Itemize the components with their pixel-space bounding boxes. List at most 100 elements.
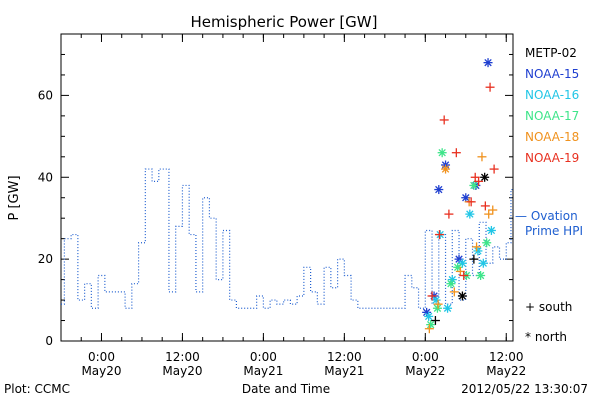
north-marker: [424, 311, 434, 321]
y-tick-label: 60: [38, 88, 53, 102]
marker-stroke: [466, 210, 474, 218]
north-marker: [457, 291, 467, 301]
marker-stroke: [447, 279, 455, 288]
marker-stroke: [448, 275, 456, 284]
north-marker: [437, 148, 447, 158]
marker-stroke: [426, 320, 435, 329]
north-marker: [465, 209, 475, 219]
north-marker: [441, 164, 451, 174]
south-marker: [451, 148, 461, 158]
x-axis-label: Date and Time: [242, 382, 330, 396]
marker-stroke: [441, 165, 450, 173]
marker-stroke: [462, 194, 470, 202]
marker-stroke: [482, 239, 491, 247]
north-marker: [482, 238, 492, 248]
north-marker: [432, 303, 442, 313]
marker-stroke: [432, 296, 440, 304]
ovation-label-line: — Ovation: [515, 209, 578, 223]
marker-stroke: [480, 173, 489, 181]
chart-title: Hemispheric Power [GW]: [191, 13, 378, 31]
south-marker: [466, 197, 476, 207]
north-marker: [431, 295, 441, 305]
marker-stroke: [487, 226, 496, 235]
x-tick-date-label: May22: [405, 364, 445, 378]
marker-stroke: [484, 58, 492, 67]
marker-stroke: [424, 312, 433, 321]
south-marker: [439, 115, 449, 125]
x-tick-time-label: 12:00: [327, 350, 362, 364]
north-marker: [447, 275, 457, 285]
marker-key-south: + south: [525, 300, 572, 314]
legend-entry: NOAA-17: [525, 109, 579, 123]
north-marker: [469, 180, 479, 190]
marker-key: + south * north: [525, 300, 572, 344]
south-marker: [470, 172, 480, 182]
south-marker: [480, 201, 490, 211]
plot-area: 02040600:00May2012:00May200:00May2112:00…: [38, 33, 526, 378]
x-tick-time-label: 0:00: [88, 350, 115, 364]
x-tick-time-label: 12:00: [489, 350, 524, 364]
marker-stroke: [433, 304, 442, 312]
north-marker: [478, 258, 488, 268]
north-marker: [426, 320, 436, 330]
x-tick-date-label: May21: [324, 364, 364, 378]
south-marker: [489, 164, 499, 174]
north-marker: [457, 258, 467, 268]
marker-stroke: [470, 181, 478, 190]
x-tick-date-label: May20: [162, 364, 202, 378]
marker-stroke: [476, 271, 485, 280]
ovation-prime-hpi-line: [61, 168, 513, 309]
south-marker: [430, 316, 440, 326]
legend-entry: NOAA-15: [525, 67, 579, 81]
south-marker: [469, 254, 479, 264]
x-tick-time-label: 0:00: [250, 350, 277, 364]
marker-stroke: [435, 185, 443, 194]
north-marker: [461, 193, 471, 203]
south-marker: [472, 242, 482, 252]
plot-timestamp: 2012/05/22 13:30:07: [461, 382, 588, 396]
y-tick-label: 0: [45, 334, 53, 348]
marker-key-north: * north: [525, 330, 567, 344]
south-marker: [433, 299, 443, 309]
south-marker: [484, 209, 494, 219]
plot-frame: [60, 33, 514, 342]
x-tick-date-label: May22: [486, 364, 526, 378]
south-marker: [434, 230, 444, 240]
north-marker: [446, 279, 456, 289]
ovation-label-line: Prime HPI: [525, 224, 583, 238]
south-marker: [449, 287, 459, 297]
y-tick-label: 40: [38, 170, 53, 184]
south-marker: [424, 324, 434, 334]
north-marker: [443, 303, 453, 313]
north-marker: [473, 246, 483, 256]
south-marker: [477, 152, 487, 162]
x-tick-date-label: May21: [243, 364, 283, 378]
south-marker: [459, 271, 469, 281]
legend-entry: NOAA-19: [525, 151, 579, 165]
south-marker: [444, 209, 454, 219]
north-marker: [486, 225, 496, 235]
north-marker: [434, 185, 444, 195]
x-tick-time-label: 12:00: [165, 350, 200, 364]
x-tick-time-label: 0:00: [412, 350, 439, 364]
y-tick-label: 20: [38, 252, 53, 266]
marker-stroke: [422, 308, 431, 317]
north-marker: [480, 172, 490, 182]
marker-stroke: [455, 255, 463, 263]
marker-stroke: [458, 292, 467, 300]
marker-stroke: [453, 263, 462, 272]
marker-stroke: [443, 304, 452, 312]
plot-credit: Plot: CCMC: [4, 382, 70, 396]
marker-stroke: [479, 259, 488, 267]
x-tick-date-label: May20: [81, 364, 121, 378]
legend: METP-02 NOAA-15 NOAA-16 NOAA-17 NOAA-18 NOAA-…: [525, 46, 579, 165]
north-marker: [483, 58, 493, 68]
legend-entry: METP-02: [525, 46, 577, 60]
south-marker: [485, 82, 495, 92]
y-axis-label: P [GW]: [7, 175, 22, 220]
marker-stroke: [438, 149, 446, 157]
marker-stroke: [474, 247, 482, 255]
north-marker: [476, 271, 486, 281]
